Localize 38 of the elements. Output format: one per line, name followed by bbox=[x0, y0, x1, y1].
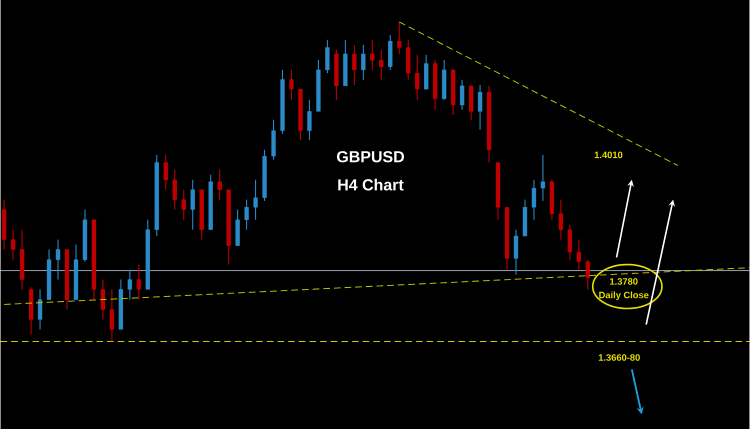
candlestick bbox=[325, 39, 330, 74]
candlestick bbox=[253, 179, 258, 220]
candlestick bbox=[38, 288, 42, 330]
candlestick bbox=[379, 49, 384, 80]
candlestick bbox=[244, 198, 249, 230]
text: GBPUSD bbox=[336, 150, 404, 162]
candlestick bbox=[100, 278, 106, 320]
candlestick bbox=[370, 39, 374, 70]
annotation: 1.3780 bbox=[610, 278, 638, 285]
text: 1.3660-80 bbox=[598, 354, 640, 361]
candlestick bbox=[352, 44, 357, 86]
candlestick bbox=[478, 84, 482, 130]
candlestick bbox=[532, 179, 536, 220]
candlestick bbox=[10, 228, 16, 260]
candlestick bbox=[397, 21, 402, 54]
candlestick bbox=[128, 268, 132, 300]
candlestick bbox=[568, 224, 572, 260]
candlestick bbox=[540, 154, 546, 202]
candlestick bbox=[110, 288, 114, 342]
candlestick bbox=[289, 69, 294, 100]
candlestick bbox=[136, 264, 142, 300]
candlestick bbox=[558, 198, 564, 240]
candlestick bbox=[514, 228, 518, 276]
candlestick bbox=[56, 238, 60, 280]
candlestick bbox=[172, 168, 177, 210]
candlestick bbox=[460, 79, 464, 110]
candlestick bbox=[190, 179, 195, 230]
candlestick bbox=[361, 44, 366, 80]
candlestick bbox=[182, 188, 186, 220]
candlestick bbox=[576, 238, 582, 270]
candlestick bbox=[164, 154, 168, 190]
annotation: 1.4010 bbox=[594, 151, 622, 158]
candlestick bbox=[586, 258, 590, 290]
candlestick bbox=[217, 168, 222, 200]
annotation: Daily Close bbox=[599, 291, 649, 300]
candlestick bbox=[307, 99, 312, 140]
candlestick bbox=[415, 54, 420, 100]
text: H4 Chart bbox=[338, 178, 404, 190]
